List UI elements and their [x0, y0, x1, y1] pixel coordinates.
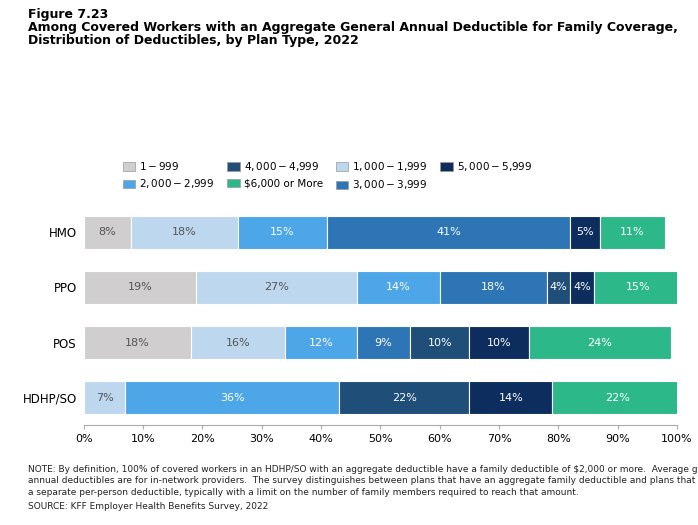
Text: 7%: 7% — [96, 393, 113, 403]
Bar — [440, 271, 547, 304]
Bar — [553, 381, 683, 414]
Bar — [191, 326, 285, 359]
Legend: $1 - $999, $2,000 - $2,999, $4,000 - $4,999, $6,000 or More, $1,000 - $1,999, $3: $1 - $999, $2,000 - $2,999, $4,000 - $4,… — [119, 156, 537, 196]
Text: 27%: 27% — [264, 282, 289, 292]
Bar — [131, 216, 238, 249]
Bar — [327, 216, 570, 249]
Text: SOURCE: KFF Employer Health Benefits Survey, 2022: SOURCE: KFF Employer Health Benefits Sur… — [28, 502, 268, 511]
Text: 18%: 18% — [125, 338, 149, 348]
Text: Among Covered Workers with an Aggregate General Annual Deductible for Family Cov: Among Covered Workers with an Aggregate … — [28, 21, 678, 34]
Bar — [197, 271, 357, 304]
Bar — [126, 381, 339, 414]
Bar — [600, 216, 665, 249]
Text: 22%: 22% — [605, 393, 630, 403]
Bar — [410, 326, 469, 359]
Text: 24%: 24% — [588, 338, 612, 348]
Bar — [528, 326, 671, 359]
Bar — [547, 271, 570, 304]
Text: 9%: 9% — [375, 338, 392, 348]
Bar — [285, 326, 357, 359]
Bar — [84, 271, 197, 304]
Text: 8%: 8% — [98, 227, 117, 237]
Text: 11%: 11% — [621, 227, 645, 237]
Text: 12%: 12% — [309, 338, 334, 348]
Text: Distribution of Deductibles, by Plan Type, 2022: Distribution of Deductibles, by Plan Typ… — [28, 34, 359, 47]
Text: 4%: 4% — [573, 282, 591, 292]
Bar — [469, 326, 529, 359]
Bar — [84, 216, 131, 249]
Text: 41%: 41% — [436, 227, 461, 237]
Text: 14%: 14% — [498, 393, 524, 403]
Text: 18%: 18% — [172, 227, 197, 237]
Bar — [339, 381, 469, 414]
Text: 15%: 15% — [626, 282, 651, 292]
Text: NOTE: By definition, 100% of covered workers in an HDHP/SO with an aggregate ded: NOTE: By definition, 100% of covered wor… — [28, 465, 698, 474]
Text: 10%: 10% — [427, 338, 452, 348]
Text: Figure 7.23: Figure 7.23 — [28, 8, 108, 21]
Bar — [469, 381, 553, 414]
Text: annual deductibles are for in-network providers.  The survey distinguishes betwe: annual deductibles are for in-network pr… — [28, 476, 698, 485]
Text: 14%: 14% — [386, 282, 410, 292]
Text: 22%: 22% — [392, 393, 417, 403]
Bar — [238, 216, 327, 249]
Text: a separate per-person deductible, typically with a limit on the number of family: a separate per-person deductible, typica… — [28, 488, 579, 497]
Bar — [594, 271, 683, 304]
Bar — [84, 326, 191, 359]
Bar — [357, 326, 410, 359]
Text: 19%: 19% — [128, 282, 152, 292]
Text: 5%: 5% — [577, 227, 594, 237]
Bar — [570, 271, 594, 304]
Text: 18%: 18% — [481, 282, 505, 292]
Text: 10%: 10% — [487, 338, 512, 348]
Text: 36%: 36% — [220, 393, 244, 403]
Bar — [570, 216, 600, 249]
Bar — [84, 381, 126, 414]
Bar — [357, 271, 440, 304]
Text: 15%: 15% — [270, 227, 295, 237]
Text: 4%: 4% — [549, 282, 567, 292]
Text: 16%: 16% — [225, 338, 251, 348]
